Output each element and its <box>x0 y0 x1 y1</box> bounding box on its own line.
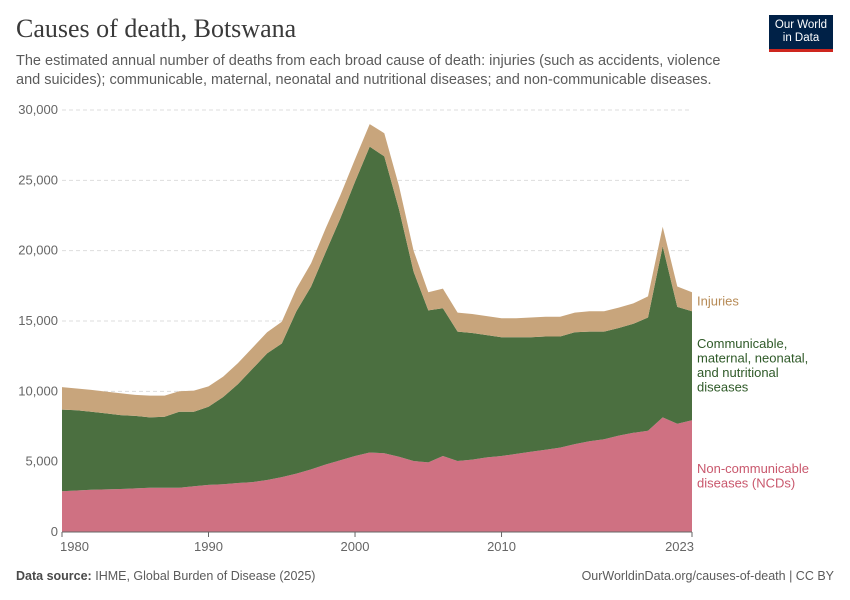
data-source: Data source: IHME, Global Burden of Dise… <box>16 569 315 583</box>
y-tick-label: 25,000 <box>18 172 58 187</box>
chart-subtitle: The estimated annual number of deaths fr… <box>16 53 721 88</box>
owid-logo[interactable]: Our World in Data <box>769 15 833 52</box>
series-label-line: Non-communicable <box>697 461 809 476</box>
source-url[interactable]: OurWorldinData.org/causes-of-death | CC … <box>581 569 834 583</box>
series-label-line: and nutritional <box>697 365 779 380</box>
series-label-line: maternal, neonatal, <box>697 350 808 365</box>
y-tick-label: 0 <box>51 524 58 539</box>
series-label-line: diseases (NCDs) <box>697 475 795 490</box>
y-tick-label: 20,000 <box>18 243 58 258</box>
x-tick-label: 1980 <box>60 539 89 554</box>
series-label-line: Communicable, <box>697 336 787 351</box>
y-tick-label: 30,000 <box>18 102 58 117</box>
data-source-text: IHME, Global Burden of Disease (2025) <box>95 569 316 583</box>
x-tick-label: 2010 <box>487 539 516 554</box>
series-label-line: Injuries <box>697 294 739 309</box>
area-series <box>62 124 692 532</box>
y-tick-label: 10,000 <box>18 383 58 398</box>
x-tick-label: 1990 <box>194 539 223 554</box>
y-tick-label: 15,000 <box>18 313 58 328</box>
area-series-0[interactable] <box>62 417 692 532</box>
area-series-1[interactable] <box>62 146 692 492</box>
series-label-line: diseases <box>697 379 749 394</box>
logo-line-2: in Data <box>782 32 820 44</box>
chart-title: Causes of death, Botswana <box>16 14 297 43</box>
x-tick-label: 2023 <box>665 539 694 554</box>
data-source-label: Data source: <box>16 569 92 583</box>
axes: 0 5,000 10,000 15,000 20,000 25,000 30,000 1980… <box>18 102 694 554</box>
y-tick-label: 5,000 <box>25 454 58 469</box>
logo-line-1: Our World <box>774 19 828 31</box>
x-tick-label: 2000 <box>341 539 370 554</box>
